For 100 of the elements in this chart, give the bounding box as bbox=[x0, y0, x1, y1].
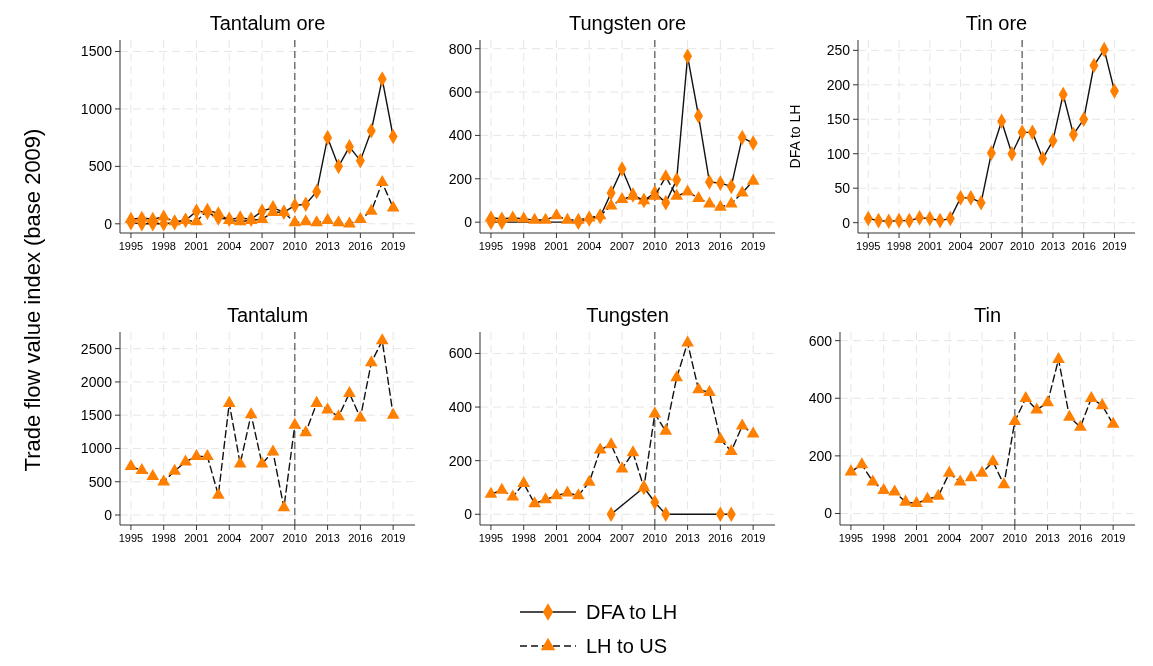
point bbox=[582, 474, 596, 486]
y-tick-label: 600 bbox=[808, 332, 833, 349]
point bbox=[681, 335, 694, 347]
x-tick-label: 1998 bbox=[886, 240, 912, 252]
x-tick-label: 2013 bbox=[675, 240, 700, 252]
y-tick-label: 1000 bbox=[80, 100, 113, 117]
point bbox=[550, 208, 563, 220]
point bbox=[332, 215, 345, 227]
point bbox=[670, 188, 684, 200]
x-tick-label: 2013 bbox=[1040, 240, 1066, 252]
y-tick-label: 100 bbox=[826, 145, 851, 162]
y-tick-label: 0 bbox=[104, 215, 113, 232]
x-tick-label: 2004 bbox=[217, 532, 242, 544]
point bbox=[539, 492, 552, 504]
point bbox=[506, 210, 520, 222]
point bbox=[637, 480, 651, 492]
point bbox=[866, 474, 880, 486]
point bbox=[124, 459, 138, 471]
point bbox=[343, 216, 356, 228]
x-tick-label: 2004 bbox=[937, 532, 962, 544]
point bbox=[1063, 409, 1076, 421]
y-tick-label: 400 bbox=[448, 127, 473, 144]
x-tick-label: 2016 bbox=[708, 532, 733, 544]
point bbox=[190, 449, 203, 461]
y-tick-label: 0 bbox=[464, 214, 473, 231]
point bbox=[484, 486, 498, 498]
point bbox=[615, 192, 629, 204]
y-axis-title: Trade flow value index (base 2009) bbox=[20, 128, 45, 472]
point bbox=[255, 456, 269, 468]
point bbox=[211, 206, 225, 218]
y-tick-label: 1500 bbox=[80, 407, 113, 424]
x-tick-label: 2001 bbox=[904, 532, 929, 544]
x-tick-label: 1998 bbox=[151, 240, 176, 252]
chart-title: Tungsten ore bbox=[568, 12, 687, 34]
point bbox=[539, 212, 552, 224]
x-tick-label: 1995 bbox=[478, 240, 504, 252]
y-tick-label: 400 bbox=[448, 399, 473, 416]
x-tick-label: 2010 bbox=[642, 532, 668, 544]
x-tick-label: 2007 bbox=[249, 532, 275, 544]
point bbox=[233, 456, 247, 468]
legend-label: LH to US bbox=[586, 635, 668, 657]
y-tick-label: 2000 bbox=[80, 373, 113, 390]
point bbox=[364, 355, 378, 367]
point bbox=[517, 476, 531, 488]
x-tick-label: 2007 bbox=[249, 240, 275, 252]
point bbox=[1041, 395, 1054, 407]
y-tick-label: 50 bbox=[834, 180, 851, 197]
point bbox=[332, 409, 345, 421]
x-tick-label: 2010 bbox=[642, 240, 668, 252]
y-tick-label: 1500 bbox=[80, 43, 113, 60]
point bbox=[997, 477, 1011, 489]
point bbox=[681, 184, 694, 196]
point bbox=[201, 202, 214, 214]
y-axis-title: DFA to LH bbox=[787, 104, 803, 169]
point bbox=[1084, 390, 1098, 402]
point bbox=[637, 193, 651, 205]
point bbox=[211, 487, 225, 499]
point bbox=[157, 209, 171, 221]
point bbox=[495, 211, 509, 223]
chart-title: Tin bbox=[973, 304, 1002, 326]
point bbox=[310, 395, 324, 407]
point bbox=[964, 470, 978, 482]
point bbox=[506, 489, 520, 501]
point bbox=[931, 488, 945, 500]
point bbox=[582, 210, 596, 222]
point bbox=[310, 215, 324, 227]
point bbox=[1052, 352, 1065, 364]
x-tick-label: 2004 bbox=[948, 240, 973, 252]
point bbox=[604, 198, 618, 210]
point bbox=[528, 212, 541, 224]
chart-title: Tantalum bbox=[226, 304, 309, 326]
x-tick-label: 2016 bbox=[348, 240, 373, 252]
point bbox=[343, 385, 356, 397]
y-tick-label: 200 bbox=[808, 447, 833, 464]
point bbox=[975, 465, 989, 477]
point bbox=[168, 214, 181, 226]
point bbox=[528, 496, 541, 508]
y-tick-label: 800 bbox=[448, 40, 473, 57]
point bbox=[364, 203, 378, 215]
point bbox=[244, 407, 258, 419]
point bbox=[179, 454, 192, 466]
point bbox=[910, 496, 923, 508]
x-tick-label: 1998 bbox=[871, 532, 896, 544]
point bbox=[201, 449, 214, 461]
point bbox=[495, 482, 509, 494]
point bbox=[1095, 398, 1109, 410]
point bbox=[222, 395, 236, 407]
point bbox=[714, 199, 727, 211]
point bbox=[942, 465, 956, 477]
point bbox=[659, 169, 673, 181]
point bbox=[1019, 390, 1033, 402]
x-tick-label: 2016 bbox=[708, 240, 733, 252]
x-tick-label: 1998 bbox=[511, 240, 536, 252]
point bbox=[386, 407, 400, 419]
x-tick-label: 2010 bbox=[282, 240, 308, 252]
chart-title: Tantalum ore bbox=[209, 12, 326, 34]
chart-title: Tungsten bbox=[586, 304, 669, 326]
point bbox=[703, 196, 716, 208]
y-tick-label: 2500 bbox=[80, 340, 113, 357]
x-tick-label: 2019 bbox=[740, 532, 766, 544]
